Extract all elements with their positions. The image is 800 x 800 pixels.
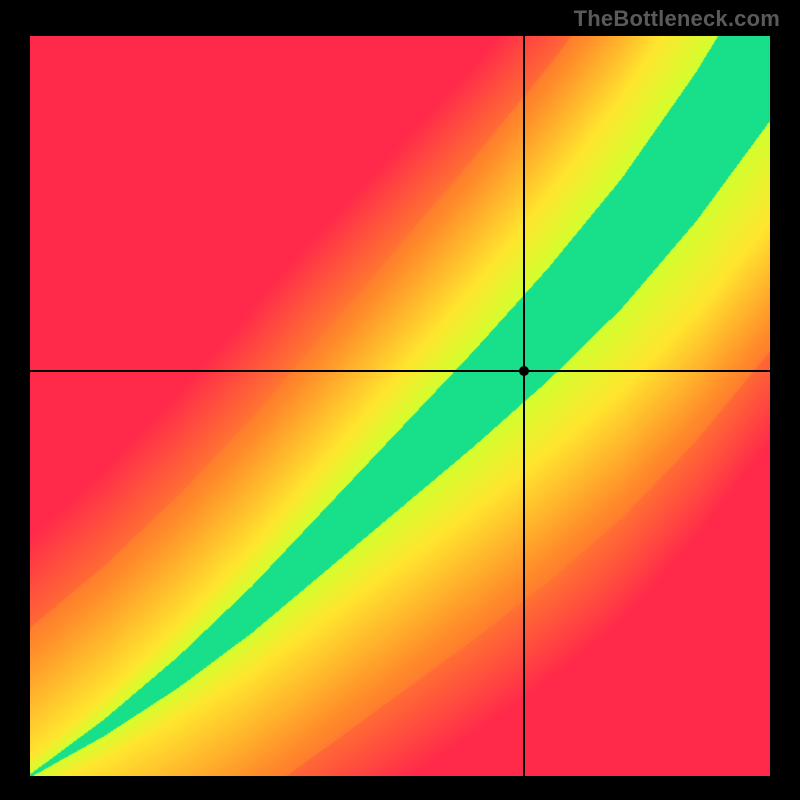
heatmap-canvas <box>30 36 770 776</box>
crosshair-vertical <box>523 36 525 776</box>
crosshair-horizontal <box>30 370 770 372</box>
chart-container: TheBottleneck.com <box>0 0 800 800</box>
watermark-text: TheBottleneck.com <box>574 6 780 32</box>
crosshair-dot <box>519 366 529 376</box>
heatmap-plot <box>30 36 770 776</box>
